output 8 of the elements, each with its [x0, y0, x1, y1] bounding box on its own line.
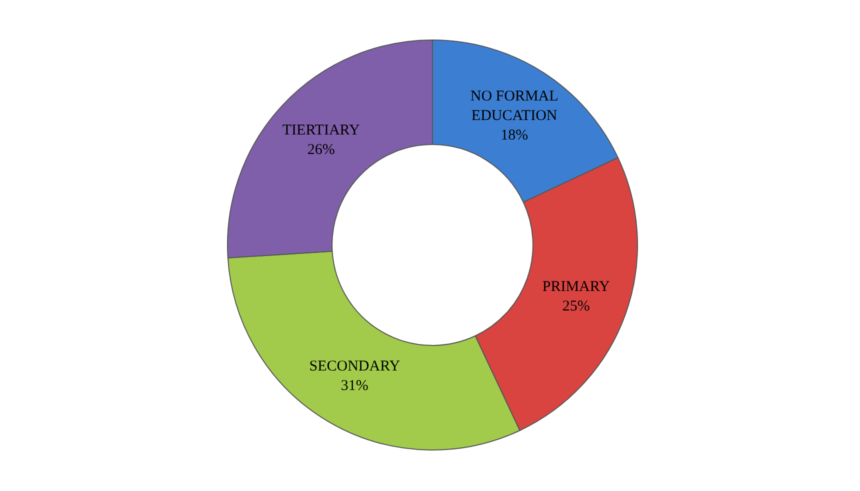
data-label: 18%: [500, 128, 528, 144]
data-label: 31%: [340, 378, 368, 394]
data-label: 25%: [562, 298, 590, 314]
slice-label: SECONDARY: [309, 358, 400, 375]
slice-label: PRIMARY: [542, 278, 610, 295]
slice-label: NO FORMAL EDUCATION: [470, 88, 558, 124]
data-label: 26%: [307, 142, 335, 158]
slice-label: TIERTIARY: [282, 122, 360, 139]
